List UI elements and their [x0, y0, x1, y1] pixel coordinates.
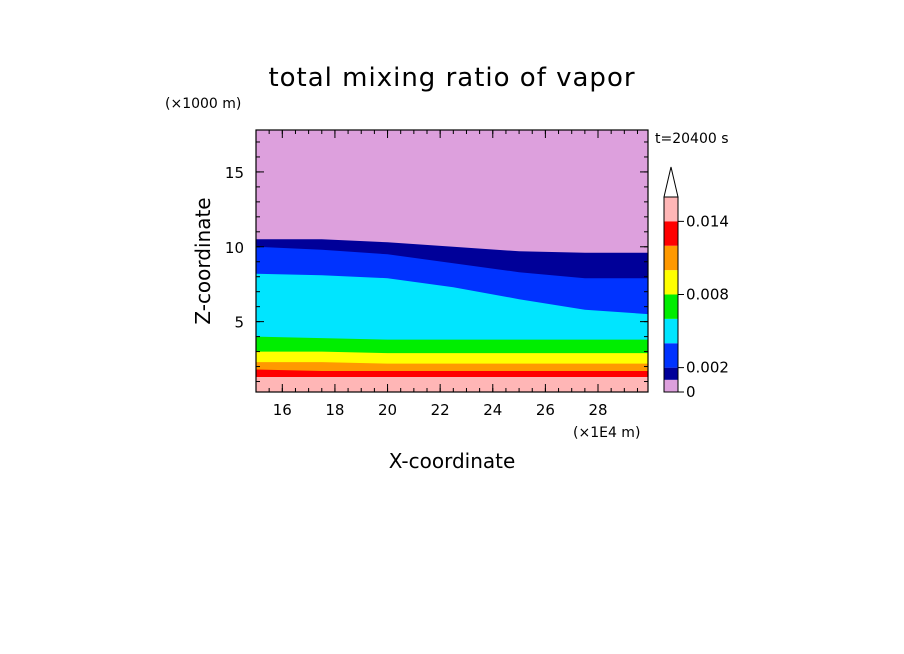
x-axis-label: X-coordinate [389, 449, 516, 473]
colorbar-cell-0.01 [664, 245, 678, 271]
colorbar-cell-0.008 [664, 270, 678, 295]
y-axis-label: Z-coordinate [191, 197, 215, 324]
y-tick-label: 15 [225, 164, 244, 182]
x-tick-label: 18 [325, 401, 344, 419]
colorbar-cell-top [664, 197, 678, 222]
colorbar-tick-label: 0 [686, 383, 696, 401]
axes: 16 18 20 22 24 26 28 5 10 15 [225, 129, 649, 419]
colorbar-tick-label: 0.002 [686, 359, 729, 377]
colorbar-tick-label: 0.014 [686, 212, 729, 230]
chart-title: total mixing ratio of vapor [268, 63, 635, 93]
colorbar-cell-0.002 [664, 343, 678, 368]
band-0.014 [256, 377, 648, 392]
colorbar-cell-0.012 [664, 221, 678, 246]
x-tick-label: 22 [431, 401, 450, 419]
colorbar-cell-0.004 [664, 318, 678, 344]
colorbar-cell-0 [664, 379, 678, 392]
x-tick-label: 26 [536, 401, 555, 419]
colorbar-cell-0.006 [664, 294, 678, 319]
y-units-label: (×1000 m) [165, 96, 241, 112]
x-units-label: (×1E4 m) [573, 425, 640, 441]
x-tick-label: 20 [378, 401, 397, 419]
plot-frame [255, 129, 649, 393]
colorbar: 0.014 0.008 0.002 0 [663, 166, 729, 401]
x-tick-label: 24 [483, 401, 502, 419]
x-tick-label: 16 [273, 401, 292, 419]
x-tick-label: 28 [588, 401, 607, 419]
plot-area [256, 130, 648, 392]
colorbar-tick-label: 0.008 [686, 286, 729, 304]
colorbar-cell-0.001 [664, 367, 678, 380]
y-tick-label: 10 [225, 239, 244, 257]
time-label: t=20400 s [655, 131, 729, 147]
y-tick-label: 5 [234, 314, 244, 332]
colorbar-extend-arrow [663, 166, 679, 198]
